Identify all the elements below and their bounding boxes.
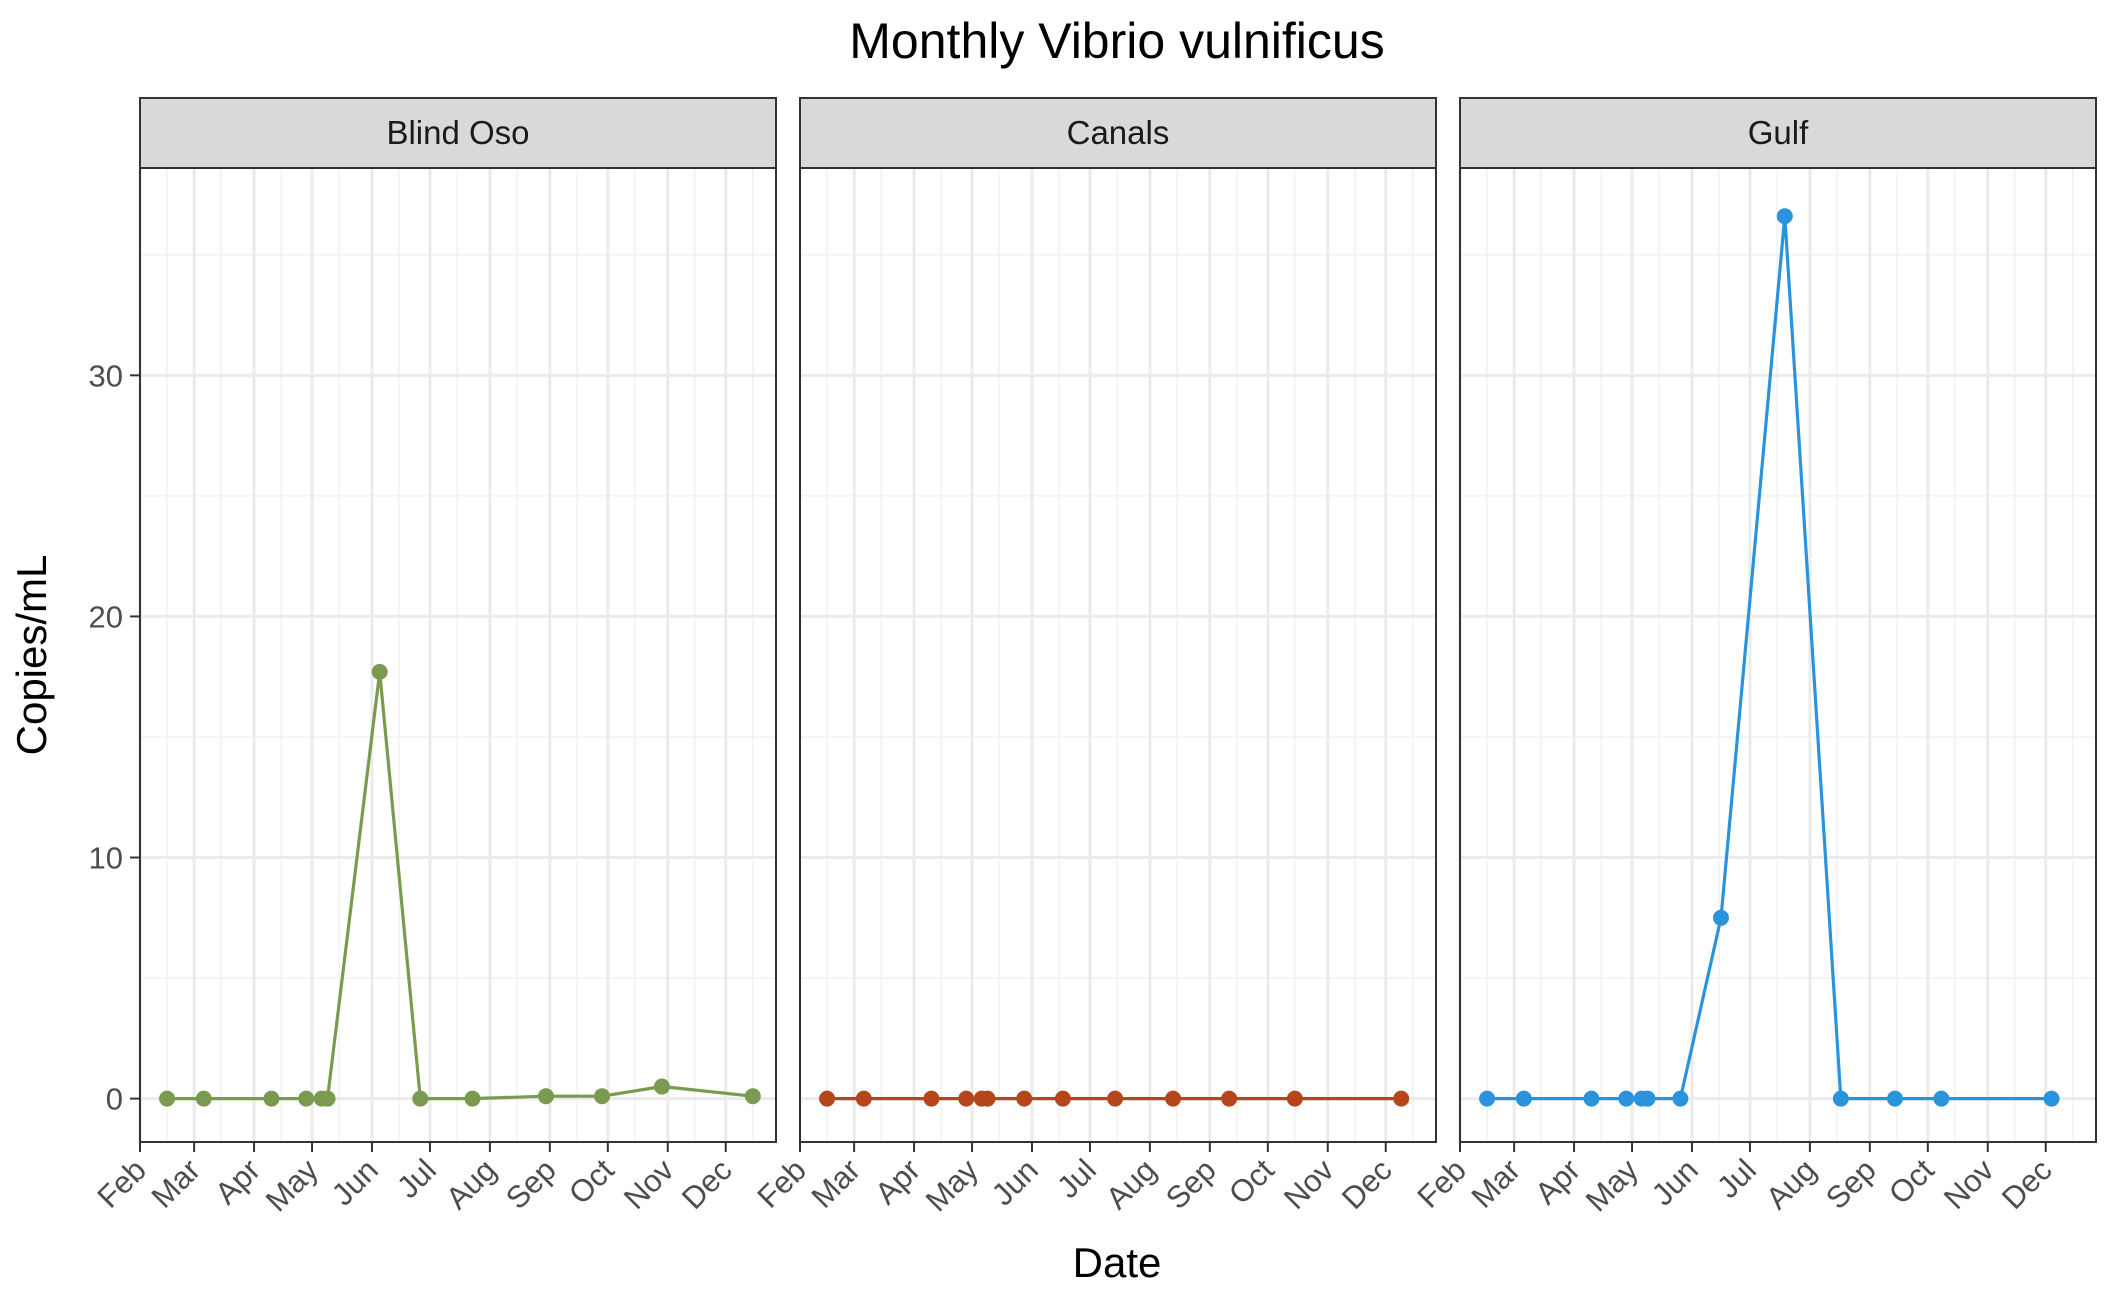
data-point	[1515, 1090, 1532, 1107]
data-point	[1286, 1090, 1303, 1107]
data-point	[1712, 909, 1729, 926]
y-axis: 0 10 20 30	[89, 358, 140, 1117]
data-point	[1672, 1090, 1689, 1107]
y-tick-label: 0	[106, 1082, 123, 1117]
data-point	[464, 1090, 481, 1107]
data-point	[1583, 1090, 1600, 1107]
data-point	[1886, 1090, 1903, 1107]
data-point	[412, 1090, 429, 1107]
data-point	[1165, 1090, 1182, 1107]
data-point	[1054, 1090, 1071, 1107]
data-point	[2043, 1090, 2060, 1107]
facet-strip-label: Blind Oso	[386, 114, 529, 151]
y-tick-label: 30	[89, 358, 123, 393]
facet-strip	[139, 97, 777, 169]
data-point	[1832, 1090, 1849, 1107]
data-point	[594, 1088, 611, 1105]
data-point	[371, 663, 388, 680]
data-point	[1479, 1090, 1496, 1107]
data-point	[1776, 208, 1793, 225]
data-point	[923, 1090, 940, 1107]
data-point	[537, 1088, 554, 1105]
panel-background	[800, 168, 1436, 1142]
y-axis-title: Copies/mL	[8, 555, 55, 756]
data-point	[298, 1090, 315, 1107]
data-point	[1618, 1090, 1635, 1107]
data-point	[263, 1090, 280, 1107]
data-point	[1107, 1090, 1124, 1107]
panel-background	[1460, 168, 2096, 1142]
facet-strip-label: Canals	[1067, 114, 1170, 151]
data-point	[958, 1090, 975, 1107]
y-tick-label: 20	[89, 599, 123, 634]
data-point	[979, 1090, 996, 1107]
data-point	[653, 1078, 670, 1095]
facet-strip	[1459, 97, 2097, 169]
data-point	[855, 1090, 872, 1107]
data-point	[1221, 1090, 1238, 1107]
data-point	[159, 1090, 176, 1107]
chart-title: Monthly Vibrio vulnificus	[849, 13, 1384, 69]
y-tick-label: 10	[89, 841, 123, 876]
panel-background	[140, 168, 776, 1142]
data-point	[1933, 1090, 1950, 1107]
facet-strip-label: Gulf	[1748, 114, 1809, 151]
data-point	[195, 1090, 212, 1107]
data-point	[1393, 1090, 1410, 1107]
data-point	[819, 1090, 836, 1107]
facet-strip	[799, 97, 1437, 169]
x-axis-title: Date	[1073, 1239, 1162, 1286]
data-point	[744, 1088, 761, 1105]
data-point	[1639, 1090, 1656, 1107]
data-point	[1016, 1090, 1033, 1107]
data-point	[319, 1090, 336, 1107]
